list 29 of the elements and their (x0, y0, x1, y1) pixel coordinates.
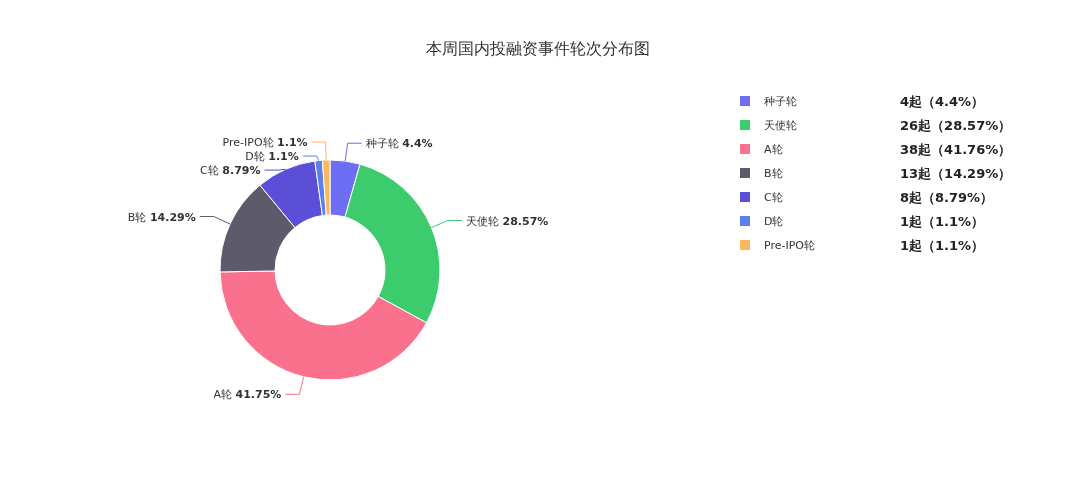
legend-label: A轮 (764, 143, 783, 156)
legend-label: B轮 (764, 167, 783, 180)
legend-label: 种子轮 (764, 95, 797, 108)
legend-label: Pre-IPO轮 (764, 239, 815, 252)
text: 8起（8.79%） (900, 190, 994, 205)
data-label: 4.4% (402, 137, 433, 151)
slice-label: Pre-IPO轮 (222, 136, 278, 150)
slice-label: 种子轮 (365, 137, 403, 151)
data-label: 1.1% (268, 150, 299, 164)
text: 1起（1.1%） (900, 238, 985, 253)
slice-label: B轮 (127, 210, 150, 224)
legend-label: 天使轮 (764, 119, 797, 132)
legend-label: D轮 (764, 215, 784, 228)
data-label: 41.75% (235, 388, 282, 402)
slice-label: C轮 (200, 164, 223, 178)
slice-label: D轮 (245, 150, 269, 164)
data-label: 28.57% (502, 214, 549, 228)
text: 13起（14.29%） (900, 166, 1012, 181)
slice-label: 天使轮 (466, 214, 503, 228)
slice-label: A轮 (213, 388, 236, 402)
data-label: 1.1% (277, 136, 308, 150)
text: 26起（28.57%） (900, 118, 1012, 133)
data-label: 14.29% (149, 210, 196, 224)
data-label: 8.79% (222, 164, 261, 178)
text: 38起（41.76%） (900, 142, 1012, 157)
text: 4起（4.4%） (900, 94, 985, 109)
chart-title: 本周国内投融资事件轮次分布图 (426, 39, 650, 58)
legend-label: C轮 (764, 191, 783, 204)
text: 1起（1.1%） (900, 214, 985, 229)
